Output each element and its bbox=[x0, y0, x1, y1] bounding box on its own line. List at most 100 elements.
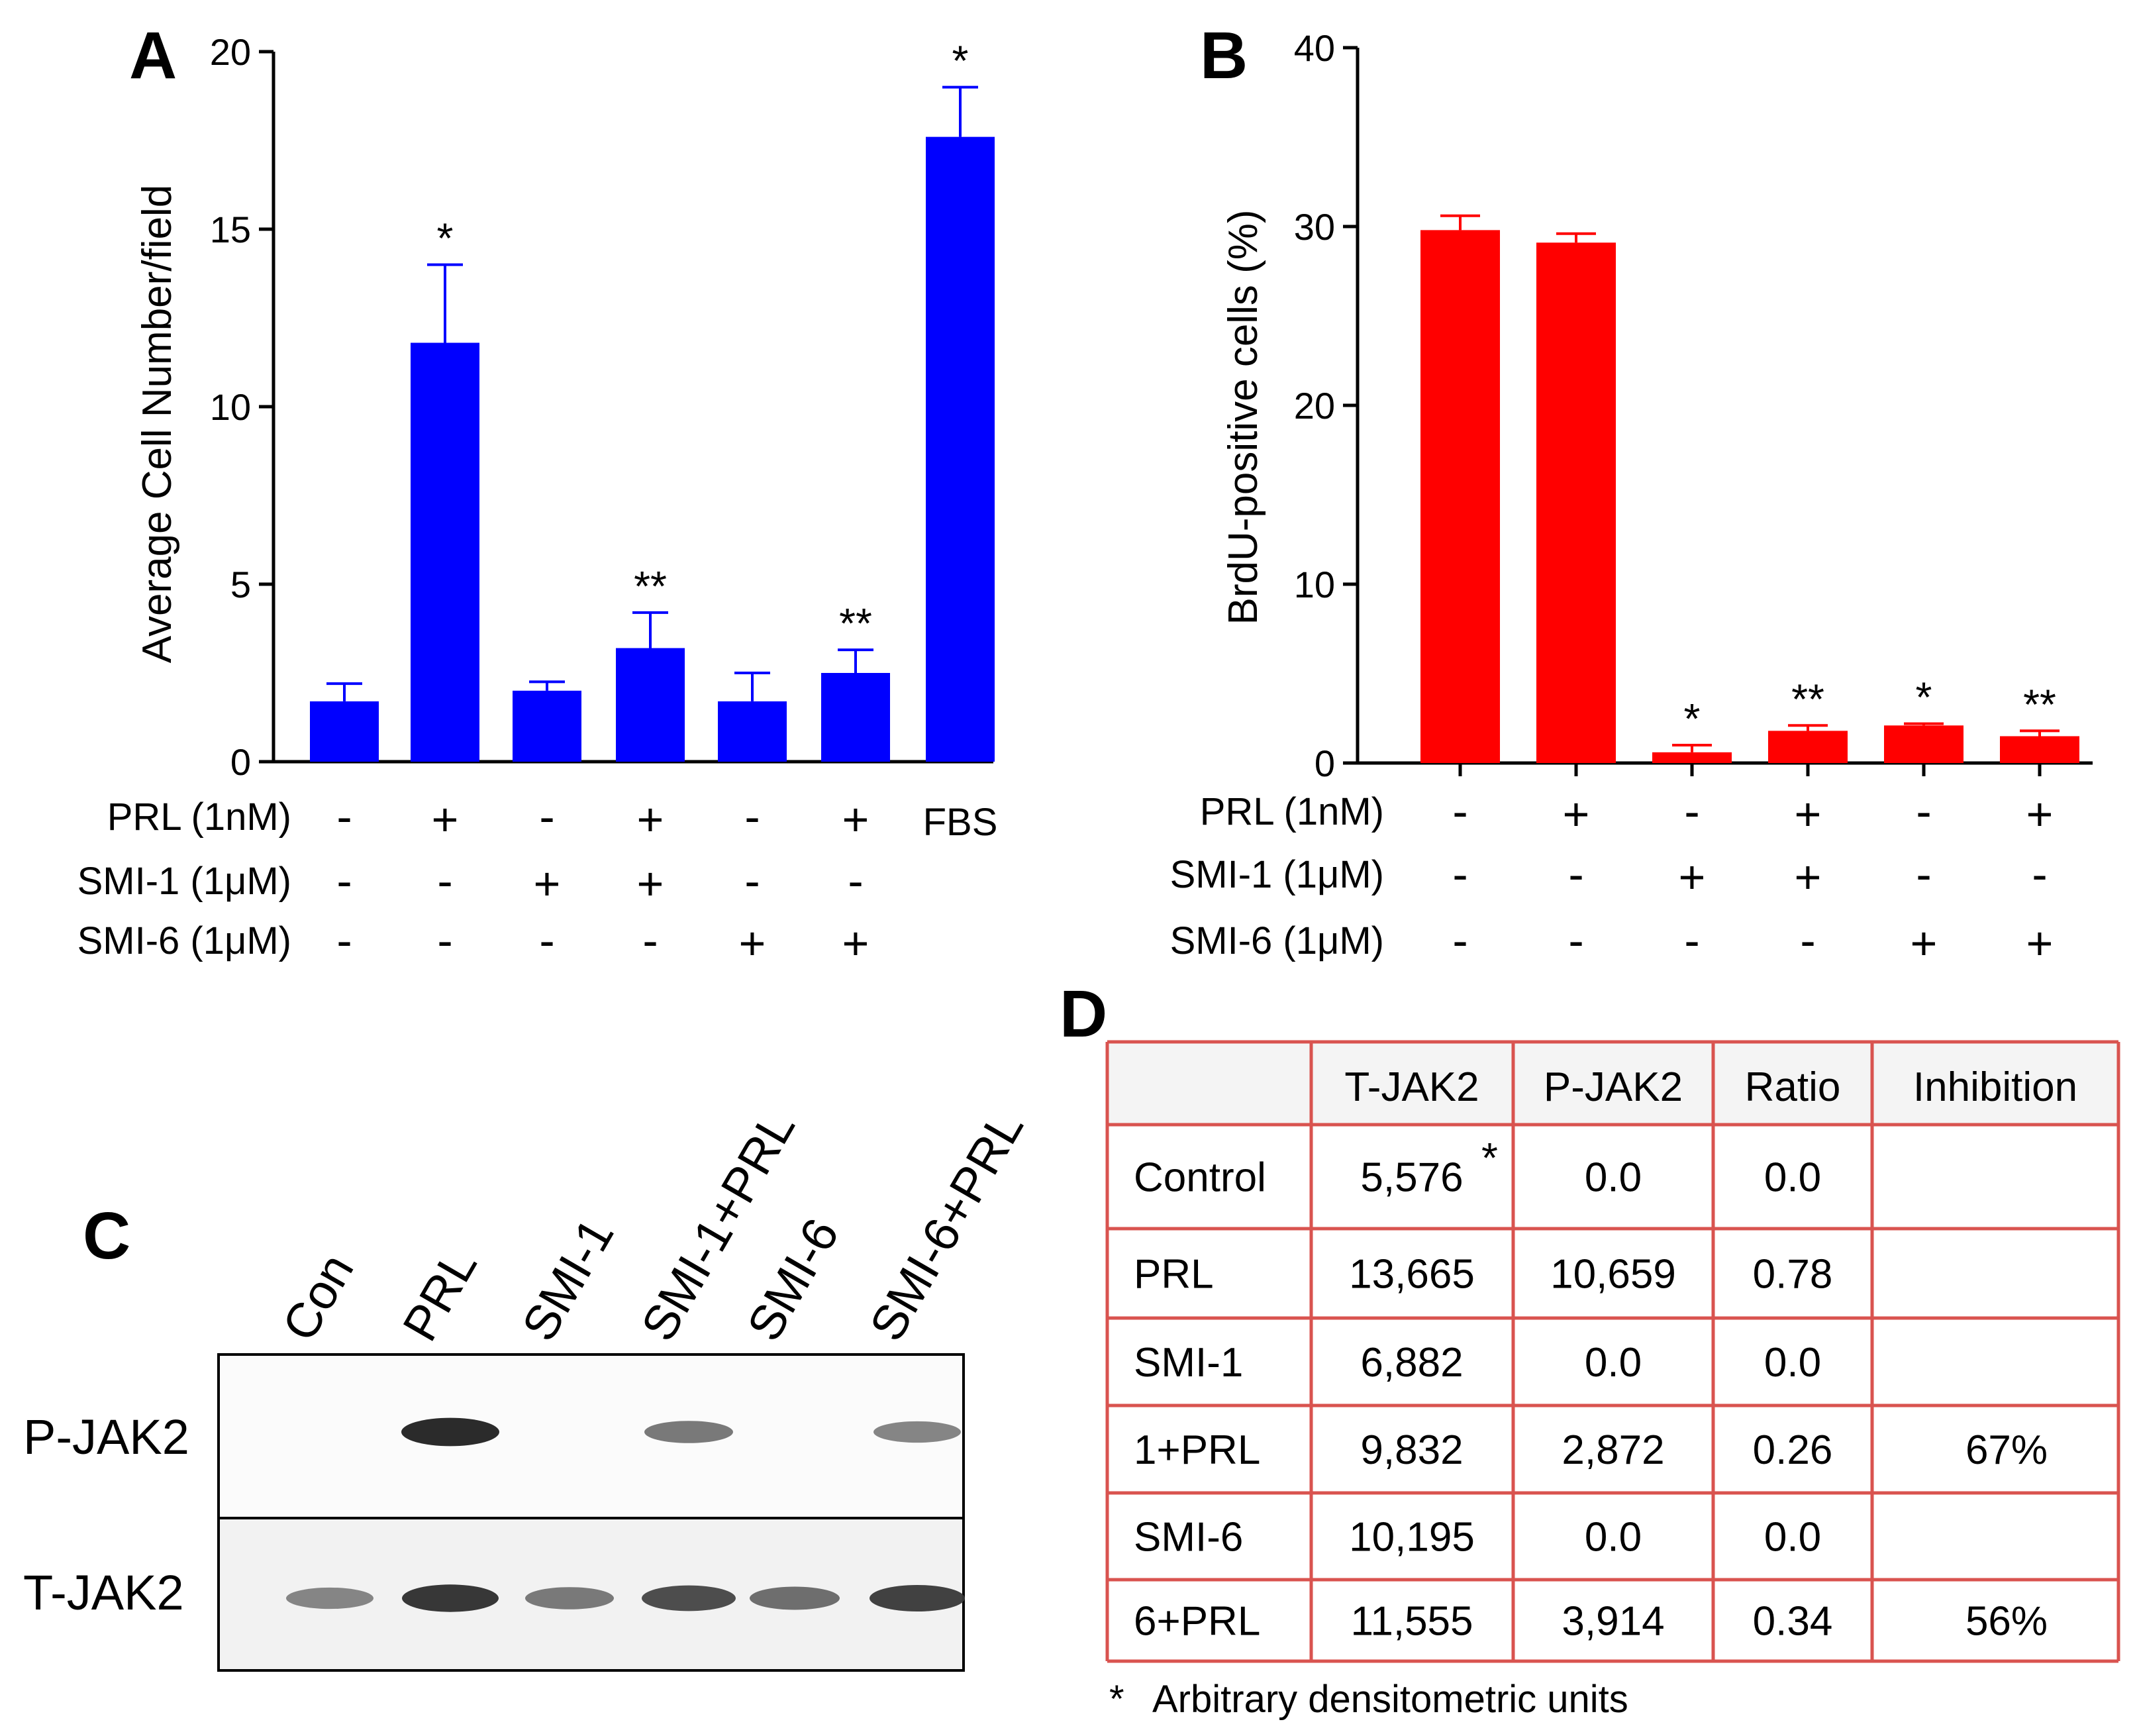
panel-b-y-tick-label: 40 bbox=[1294, 27, 1335, 69]
table-cell: 56% bbox=[1965, 1599, 2048, 1645]
panel-a-y-tick-label: 5 bbox=[230, 564, 251, 605]
panel-a-bar bbox=[310, 701, 379, 762]
panel-b-bar bbox=[1420, 230, 1500, 763]
table-control-marker: * bbox=[1481, 1134, 1498, 1182]
table-cell: 1+PRL bbox=[1134, 1427, 1260, 1473]
panel-b-condition-sign: - bbox=[1452, 786, 1467, 837]
panel-a-condition-sign: - bbox=[336, 855, 352, 907]
panel-b-condition-sign: - bbox=[1916, 848, 1931, 900]
panel-a-bar bbox=[821, 673, 890, 762]
blot-band bbox=[644, 1421, 733, 1443]
panel-b-condition-sign: + bbox=[2026, 917, 2054, 969]
panel-b-condition-sign: - bbox=[1916, 786, 1931, 837]
panel-a-y-tick-label: 20 bbox=[210, 31, 251, 73]
panel-a-y-axis-title: Average Cell Number/field bbox=[134, 185, 180, 664]
lane-label: SMI-1 bbox=[511, 1209, 624, 1350]
panel-b-condition-sign: - bbox=[1800, 915, 1815, 966]
table-cell: Control bbox=[1134, 1155, 1266, 1201]
table-cell: 13,665 bbox=[1349, 1252, 1475, 1298]
table-cell: 5,576 bbox=[1360, 1155, 1463, 1201]
panel-b-condition-sign: - bbox=[1568, 915, 1583, 966]
panel-b-condition-sign: - bbox=[2032, 848, 2047, 900]
panel-b-y-tick-label: 10 bbox=[1294, 564, 1335, 605]
panel-a-condition-sign: + bbox=[432, 793, 459, 845]
panel-b-y-axis-title: BrdU-positive cells (%) bbox=[1220, 209, 1266, 625]
panel-b-y-tick-label: 0 bbox=[1315, 742, 1335, 784]
panel-a-condition-sign: - bbox=[642, 915, 658, 966]
table-cell: 0.0 bbox=[1764, 1155, 1821, 1201]
panel-b-condition-sign: + bbox=[1563, 788, 1590, 840]
table-cell: 11,555 bbox=[1350, 1599, 1473, 1645]
panel-b-condition-sign: + bbox=[2026, 788, 2054, 840]
blot-band bbox=[642, 1585, 736, 1611]
panel-d: D T-JAK2 P-JAK2 Ratio Inhibition Control 5,57… bbox=[1060, 977, 2120, 1721]
panel-b-condition-sign: - bbox=[1452, 848, 1467, 900]
panel-c-letter: C bbox=[83, 1199, 130, 1273]
panel-b-significance-label: ** bbox=[1791, 675, 1824, 723]
table-header-cell: Ratio bbox=[1745, 1064, 1841, 1110]
table-cell: 0.0 bbox=[1585, 1155, 1642, 1201]
table-header-cell: P-JAK2 bbox=[1544, 1064, 1683, 1110]
panel-b-condition-sign: + bbox=[1795, 788, 1822, 840]
lane-label: SMI-6 bbox=[736, 1209, 850, 1350]
panel-a-significance-label: ** bbox=[839, 599, 872, 647]
panel-a-condition-label: PRL (1nM) bbox=[107, 795, 291, 839]
panel-b-condition-sign: - bbox=[1684, 915, 1699, 966]
panel-b-condition-label: SMI-6 (1μM) bbox=[1170, 919, 1384, 962]
panel-a-y-tick-label: 10 bbox=[210, 386, 251, 428]
table-cell: 0.0 bbox=[1585, 1515, 1642, 1560]
blot-label-t-jak2: T-JAK2 bbox=[23, 1565, 184, 1620]
panel-b-condition-sign: - bbox=[1452, 915, 1467, 966]
panel-a-condition-sign: - bbox=[539, 791, 554, 842]
panel-a-bar bbox=[718, 701, 787, 762]
blot-band bbox=[750, 1586, 840, 1610]
panel-b-condition-sign: + bbox=[1795, 851, 1822, 903]
panel-a-condition-sign: + bbox=[534, 858, 561, 909]
table-cell: 0.0 bbox=[1764, 1515, 1821, 1560]
panel-b-condition-sign: + bbox=[1911, 917, 1938, 969]
panel-b-condition-label: PRL (1nM) bbox=[1200, 790, 1384, 833]
blot-p-jak2-frame bbox=[217, 1353, 965, 1528]
panel-b-condition-label: SMI-1 (1μM) bbox=[1170, 853, 1384, 896]
panel-a-bar bbox=[616, 648, 685, 762]
panel-a-condition-sign: - bbox=[336, 915, 352, 966]
table-cell: 6,882 bbox=[1360, 1340, 1463, 1386]
panel-a-condition-sign: + bbox=[637, 858, 664, 909]
lane-label: PRL bbox=[392, 1240, 487, 1350]
panel-a-bar bbox=[411, 342, 479, 762]
panel-b-bar bbox=[1536, 242, 1616, 763]
panel-a-condition-sign: - bbox=[539, 915, 554, 966]
blot-band bbox=[401, 1417, 499, 1447]
panel-a-condition-sign: + bbox=[842, 917, 870, 969]
table-cell: 67% bbox=[1965, 1427, 2048, 1473]
footnote-marker: * bbox=[1109, 1678, 1124, 1721]
panel-b-y-tick-label: 30 bbox=[1294, 206, 1335, 248]
panel-b-significance-label: * bbox=[1916, 674, 1932, 721]
table-cell: 10,195 bbox=[1349, 1515, 1475, 1560]
panel-a-condition-sign: FBS bbox=[923, 801, 998, 844]
panel-b-significance-label: ** bbox=[2023, 680, 2056, 728]
blot-band bbox=[525, 1587, 614, 1609]
table-cell: SMI-6 bbox=[1134, 1515, 1243, 1560]
blot-band bbox=[402, 1584, 499, 1612]
table-cell: 10,659 bbox=[1550, 1252, 1676, 1298]
table-cell: 3,914 bbox=[1562, 1599, 1664, 1645]
panel-a-condition-sign: + bbox=[842, 793, 870, 845]
footnote-text: Arbitrary densitometric units bbox=[1152, 1678, 1628, 1721]
table-cell: 0.34 bbox=[1753, 1599, 1833, 1645]
lane-label: SMI-6+PRL bbox=[859, 1101, 1034, 1350]
table-cell: PRL bbox=[1134, 1252, 1214, 1298]
panel-a-letter: A bbox=[129, 19, 177, 93]
panel-a-condition-sign: - bbox=[848, 855, 863, 907]
panel-a-condition-label: SMI-6 (1μM) bbox=[77, 919, 291, 962]
panel-a-condition-sign: - bbox=[744, 855, 760, 907]
table-cell: 0.0 bbox=[1585, 1340, 1642, 1386]
panel-a-condition-sign: + bbox=[739, 917, 766, 969]
panel-a-y-tick-label: 15 bbox=[210, 209, 251, 250]
panel-b-condition-sign: - bbox=[1568, 848, 1583, 900]
table-header-cell: Inhibition bbox=[1913, 1064, 2077, 1110]
